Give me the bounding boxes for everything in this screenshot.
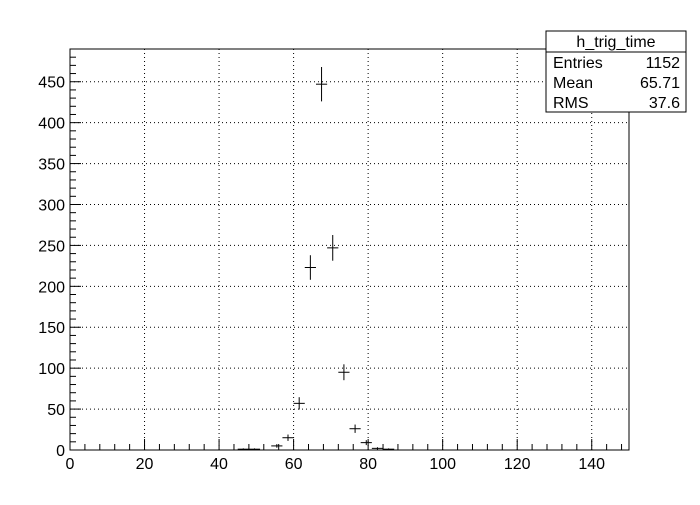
data-point	[293, 397, 305, 410]
y-tick-label: 150	[38, 320, 65, 337]
y-tick-label: 250	[38, 238, 65, 255]
plot-frame	[69, 48, 630, 451]
stats-rms-value: 37.6	[649, 95, 680, 112]
data-point	[304, 255, 316, 280]
stats-rms-label: RMS	[553, 95, 589, 112]
x-tick-label: 120	[504, 456, 531, 473]
x-tick-label: 20	[136, 456, 154, 473]
data-point	[282, 434, 294, 441]
data-point	[237, 448, 249, 450]
data-point	[327, 235, 339, 261]
data-point	[349, 424, 361, 433]
data-point	[271, 444, 283, 448]
x-tick-label: 140	[578, 456, 605, 473]
data-point	[371, 447, 384, 450]
stats-entries-value: 1152	[646, 55, 681, 72]
data-point	[315, 67, 328, 102]
axis-ticks	[69, 48, 623, 451]
data-points	[237, 67, 395, 450]
tick-labels: 0 20 40 60 80 100 120 140 0 50 100 150 200 250 300 350 4…	[38, 75, 605, 473]
stats-box-border	[545, 30, 687, 113]
data-point	[383, 448, 395, 450]
y-tick-label: 200	[38, 279, 65, 296]
y-tick-label: 400	[38, 116, 65, 133]
data-point	[338, 364, 350, 381]
stats-entries-label: Entries	[553, 55, 603, 72]
data-point	[248, 448, 261, 450]
stats-title: h_trig_time	[576, 34, 655, 51]
y-tick-label: 50	[47, 402, 65, 419]
stats-box: h_trig_time Entries 1152 Mean 65.71 RMS …	[545, 30, 687, 113]
stats-mean-value: 65.71	[640, 75, 680, 92]
y-tick-label: 100	[38, 361, 65, 378]
x-tick-label: 0	[66, 456, 75, 473]
y-tick-label: 0	[56, 443, 65, 460]
y-tick-label: 350	[38, 157, 65, 174]
data-point	[360, 440, 372, 446]
x-tick-label: 60	[285, 456, 303, 473]
stats-mean-label: Mean	[553, 75, 593, 92]
grid-lines	[70, 49, 629, 450]
x-tick-label: 40	[210, 456, 228, 473]
y-tick-label: 450	[38, 75, 65, 92]
x-tick-label: 80	[359, 456, 377, 473]
x-tick-label: 100	[429, 456, 456, 473]
y-tick-label: 300	[38, 197, 65, 214]
